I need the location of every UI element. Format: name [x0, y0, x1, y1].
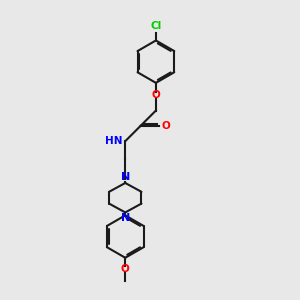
Text: Cl: Cl	[150, 21, 161, 31]
Text: O: O	[161, 121, 170, 131]
Text: O: O	[121, 264, 130, 274]
Text: O: O	[152, 90, 160, 100]
Text: N: N	[121, 213, 130, 223]
Text: HN: HN	[105, 136, 123, 146]
Text: N: N	[121, 172, 130, 182]
